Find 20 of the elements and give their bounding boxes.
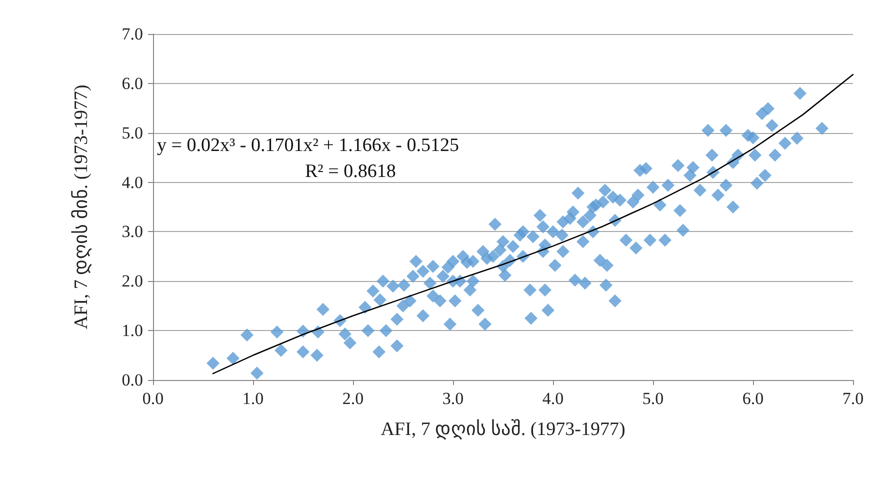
x-tick-label: 7.0 (842, 389, 864, 408)
y-tick-label: 1.0 (122, 321, 143, 340)
y-tick-label: 3.0 (122, 222, 143, 242)
x-tick-label: 4.0 (542, 389, 564, 408)
x-tick-label: 5.0 (642, 389, 664, 408)
x-tick-label: 6.0 (742, 389, 764, 408)
y-tick-label: 0.0 (122, 370, 143, 390)
annotation: R² = 0.8618 (305, 161, 396, 182)
y-tick-label: 5.0 (122, 123, 143, 142)
x-tick-label: 0.0 (142, 389, 164, 408)
y-axis-title: AFI, 7 დღის მინ. (1973-1977) (71, 84, 92, 330)
x-axis-title: AFI, 7 დღის საშ. (1973-1977) (380, 419, 626, 440)
y-tick-label: 6.0 (122, 74, 143, 93)
y-tick-label: 4.0 (122, 172, 143, 192)
annotation: y = 0.02x³ - 0.1701x² + 1.166x - 0.5125 (157, 135, 459, 156)
x-tick-label: 3.0 (442, 389, 464, 408)
x-tick-label: 1.0 (242, 389, 264, 408)
y-tick-label: 7.0 (122, 24, 143, 44)
y-tick-label: 2.0 (122, 272, 143, 291)
x-tick-label: 2.0 (342, 389, 364, 408)
